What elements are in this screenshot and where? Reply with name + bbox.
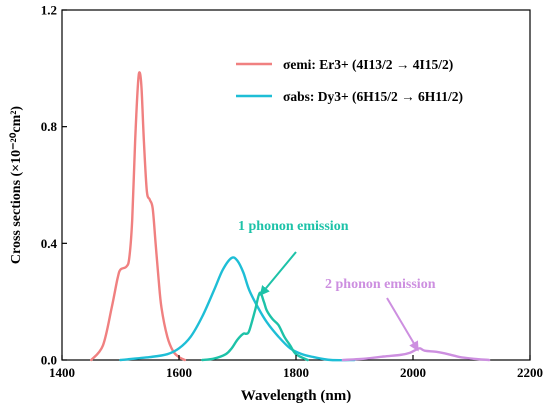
legend: σemi: Er3+ (4I13/2 → 4I15/2) σabs: Dy3+ (… — [236, 57, 463, 104]
y-tick-label: 0.8 — [41, 119, 58, 134]
y-tick-label: 0.0 — [41, 353, 57, 368]
x-axis-title: Wavelength (nm) — [241, 388, 351, 404]
annotation-label-1: 1 phonon emission — [238, 219, 349, 234]
y-axis-title: Cross sections (×10⁻²⁰cm²) — [9, 106, 24, 265]
series-line-4 — [341, 347, 491, 362]
series-line-3 — [201, 291, 309, 362]
annotation-arrow-1 — [259, 251, 297, 296]
annotation-label-2: 2 phonon emission — [325, 277, 436, 292]
x-tick-label: 1400 — [49, 365, 75, 380]
annotations: 1 phonon emission 2 phonon emission — [238, 219, 436, 352]
x-tick-label: 2000 — [400, 365, 426, 380]
legend-label-2: σabs: Dy3+ (6H15/2 → 6H11/2) — [283, 89, 463, 104]
legend-label-1: σemi: Er3+ (4I13/2 → 4I15/2) — [283, 57, 453, 72]
x-tick-label: 2200 — [517, 365, 543, 380]
y-tick-label: 0.4 — [41, 236, 58, 251]
x-tick-label: 1800 — [283, 365, 309, 380]
series-layer — [90, 71, 491, 362]
annotation-arrow-2 — [386, 297, 419, 352]
x-tick-label: 1600 — [166, 365, 192, 380]
y-tick-label: 1.2 — [41, 3, 57, 18]
series-line-2 — [119, 256, 356, 362]
ticks-layer: 1400 1600 1800 2000 2200 0.0 0.4 0.8 1.2 — [41, 3, 543, 381]
series-line-1 — [90, 71, 187, 362]
